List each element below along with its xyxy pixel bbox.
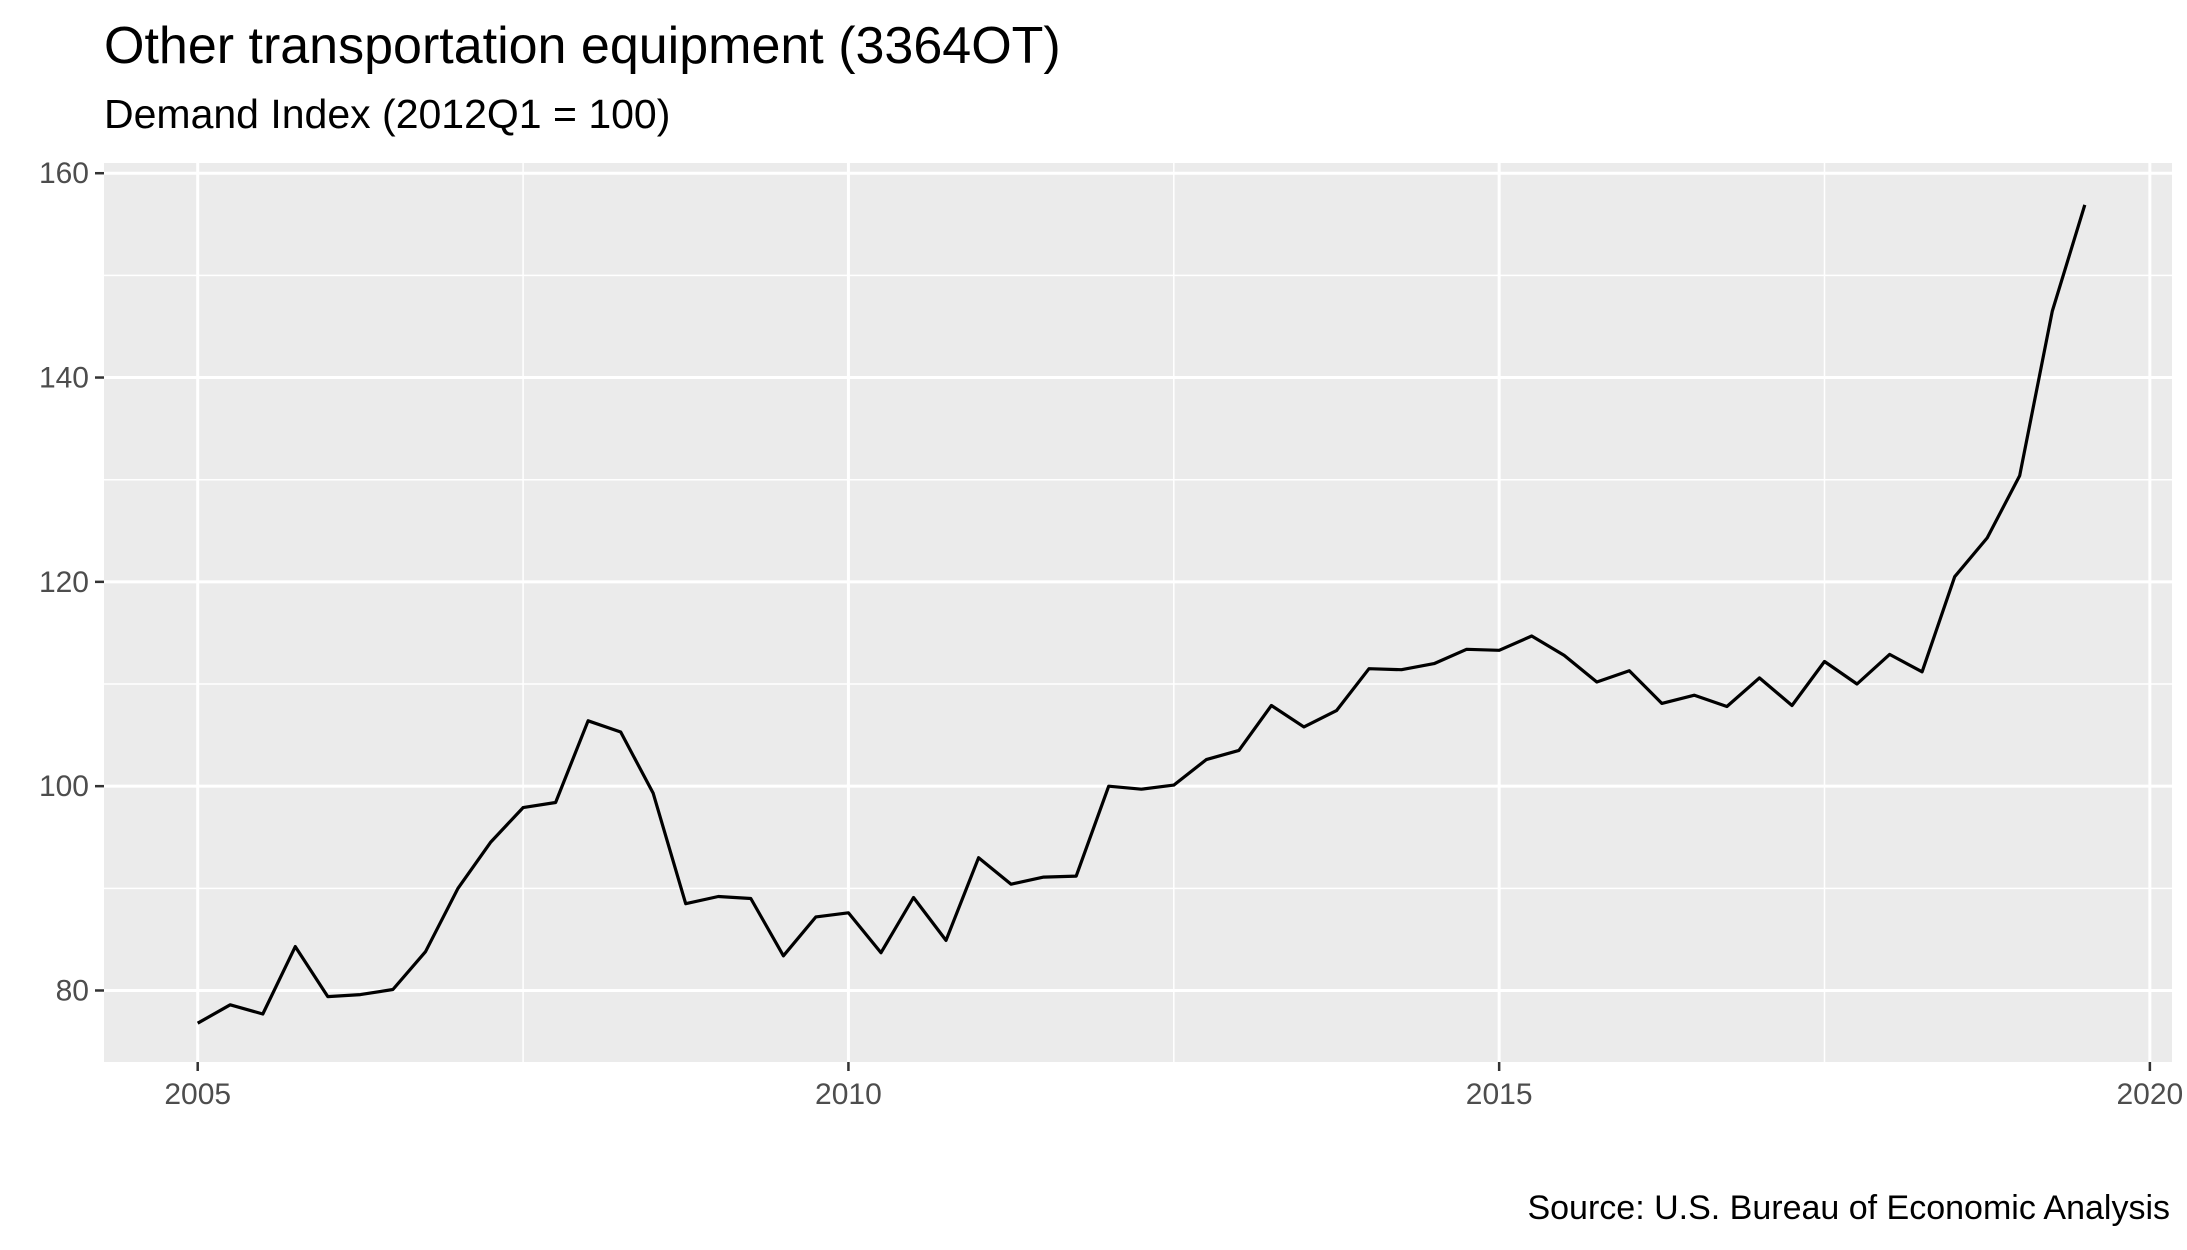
tick-labels: 2005 2010 2015 2020 80 100 120 140 160 [39, 157, 2183, 1111]
major-gridlines [104, 163, 2172, 1062]
series-line [196, 204, 2087, 1025]
minor-gridlines [104, 163, 2172, 1062]
axis-ticks [95, 171, 2152, 1071]
y-tick-label: 120 [39, 566, 89, 599]
x-tick-label: 2020 [2117, 1078, 2184, 1111]
source-caption: Source: U.S. Bureau of Economic Analysis [1527, 1189, 2170, 1227]
y-tick-label: 140 [39, 362, 89, 395]
x-tick-label: 2015 [1466, 1078, 1533, 1111]
x-tick-label: 2005 [164, 1078, 231, 1111]
y-tick-label: 80 [56, 974, 89, 1007]
x-tick-label: 2010 [815, 1078, 882, 1111]
plot-panel [104, 163, 2172, 1062]
chart-subtitle: Demand Index (2012Q1 = 100) [104, 91, 671, 137]
y-tick-label: 100 [39, 770, 89, 803]
chart-title: Other transportation equipment (3364OT) [104, 17, 1061, 75]
y-tick-label: 160 [39, 157, 89, 190]
